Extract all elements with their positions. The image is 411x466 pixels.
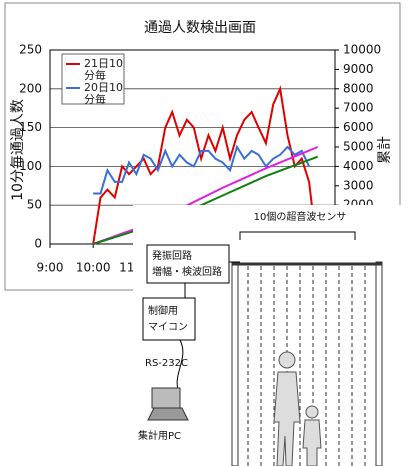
chart-title: 通過人数検出画面 bbox=[144, 20, 256, 36]
y-tick-label: 100 bbox=[19, 159, 42, 173]
link-label: RS-232C bbox=[145, 358, 188, 369]
y-tick-label: 150 bbox=[19, 120, 42, 134]
y-tick-label: 0 bbox=[34, 237, 42, 251]
people bbox=[273, 351, 322, 466]
y2-tick-label: 9000 bbox=[343, 62, 374, 76]
x-tick-label: 9:00 bbox=[37, 261, 64, 275]
x-tick-label: 10:00 bbox=[76, 261, 111, 275]
laptop bbox=[147, 387, 189, 421]
y-tick-label: 200 bbox=[19, 81, 42, 95]
series-line bbox=[92, 146, 319, 245]
y2-tick-label: 6000 bbox=[343, 120, 374, 134]
pc-label: 集計用PC bbox=[138, 429, 181, 442]
bracket bbox=[239, 231, 356, 240]
circuit-label: 増幅・検波回路 bbox=[152, 265, 222, 278]
y-tick-label: 50 bbox=[27, 198, 42, 212]
y2-tick-label: 3000 bbox=[343, 178, 374, 192]
series-line bbox=[92, 85, 318, 245]
legend-label: 20日10分毎 bbox=[84, 81, 123, 106]
circuit-label: 発振回路 bbox=[152, 249, 192, 262]
controller-box bbox=[142, 297, 196, 341]
legend-box bbox=[61, 53, 125, 105]
legend-label: 21日10分毎 bbox=[84, 57, 123, 82]
circuit-box bbox=[146, 244, 230, 284]
sensor-label: 10個の超音波センサ bbox=[254, 210, 347, 223]
y2-tick-label: 4000 bbox=[343, 159, 374, 173]
y2-tick-label: 7000 bbox=[343, 101, 374, 115]
y-tick-label: 250 bbox=[19, 43, 42, 57]
controller-label: 制御用 bbox=[148, 304, 178, 317]
series-line bbox=[93, 144, 310, 195]
y2-axis-title: 累計 bbox=[377, 136, 393, 164]
y-axis-title: 10分毎通過人数 bbox=[10, 99, 26, 201]
y2-tick-label: 5000 bbox=[343, 140, 374, 154]
controller-label: マイコン bbox=[148, 322, 188, 333]
y2-tick-label: 8000 bbox=[343, 81, 374, 95]
y2-tick-label: 10000 bbox=[343, 43, 381, 57]
